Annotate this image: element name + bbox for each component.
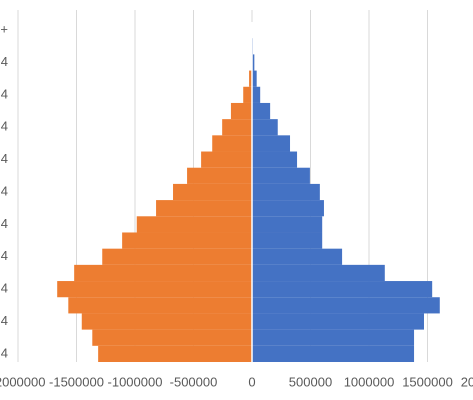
bar [187,167,252,184]
x-tick-label: -2000000 [0,374,45,389]
bar [252,183,320,201]
bar [252,200,324,217]
x-tick-label: -1000000 [108,374,163,389]
bar [212,135,252,152]
bar [252,264,385,282]
bar [74,264,252,282]
bar [243,86,252,103]
y-tick-label: 4 [1,86,8,101]
bar [173,183,252,201]
bar [252,329,415,346]
bar [98,345,253,362]
y-tick-label: 4 [1,216,8,231]
bar [230,102,252,120]
y-tick-label: 4 [1,54,8,69]
y-tick-label: 4 [1,119,8,134]
bar [252,232,323,249]
bar [252,54,255,71]
bar [222,119,252,136]
x-tick-label: -500000 [170,374,218,389]
bar [252,135,291,152]
bar [92,329,252,346]
y-tick-label: 4 [1,281,8,296]
bar [252,248,343,265]
bar [252,313,424,330]
bar [57,281,252,298]
x-tick-label: 2000000 [461,374,473,389]
bar [156,200,252,217]
y-tick-label: 4 [1,151,8,166]
bar [201,151,252,168]
x-tick-label: -1500000 [49,374,104,389]
bar [122,232,252,249]
bar [252,119,278,136]
bar [252,86,261,103]
y-tick-label: 4 [1,345,8,360]
bar [249,70,252,87]
bar [102,248,253,265]
bar [252,281,433,298]
bar [136,216,252,233]
y-tick-label: 4 [1,248,8,263]
bar [252,167,310,184]
bar [252,345,415,362]
bar [81,313,252,330]
bar [68,297,252,314]
x-tick-label: 1000000 [344,374,395,389]
y-tick-label: + [0,22,8,37]
bar [252,70,257,87]
x-tick-label: 500000 [289,374,332,389]
bar [252,102,271,120]
bar [252,151,298,168]
y-tick-label: 4 [1,313,8,328]
x-tick-label: 1500000 [402,374,453,389]
x-tick-label: 0 [248,374,255,389]
y-tick-label: 4 [1,183,8,198]
bar [252,216,323,233]
bar [252,297,440,314]
